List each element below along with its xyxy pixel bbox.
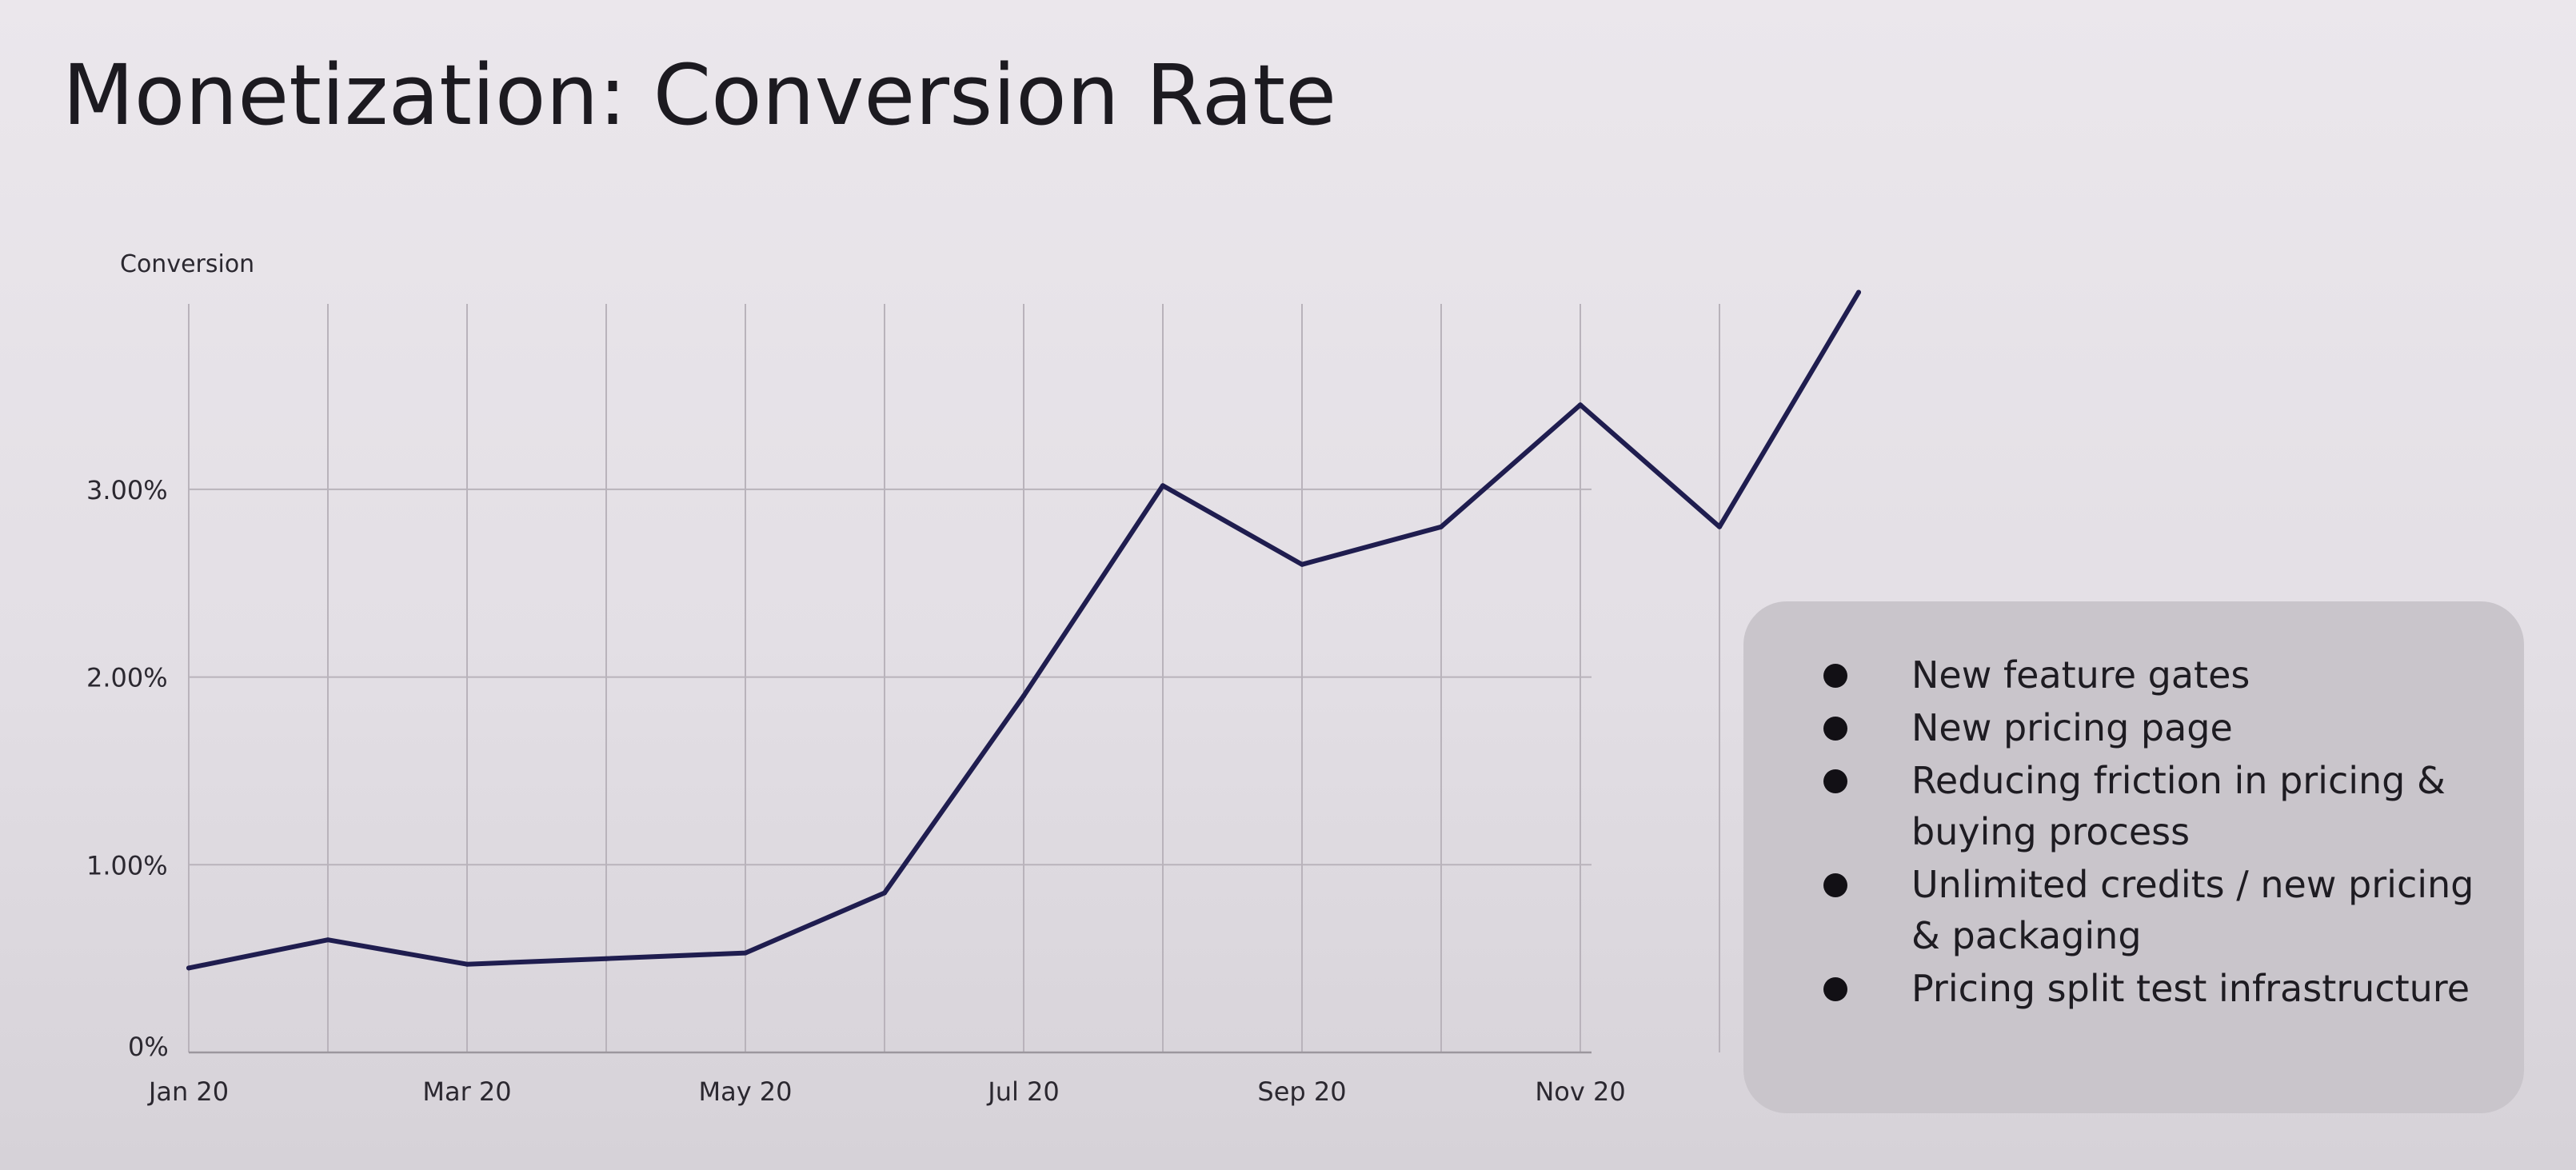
y-tick-label: 0%	[128, 1032, 169, 1062]
initiative-text: Pricing split test infrastructure	[1911, 967, 2470, 1010]
slide-title: Monetization: Conversion Rate	[62, 46, 1337, 144]
initiatives-list: New feature gates New pricing page Reducin…	[1823, 649, 2476, 1014]
data-point	[743, 950, 748, 956]
data-point	[1717, 524, 1722, 529]
data-point	[465, 961, 469, 967]
initiative-item: New pricing page	[1823, 702, 2476, 753]
bullet-icon	[1823, 873, 1847, 897]
bullet-icon	[1823, 717, 1847, 741]
y-tick-label: 3.00%	[86, 475, 168, 505]
initiative-text: New pricing page	[1911, 706, 2233, 749]
initiative-item: Reducing friction in pricing & buying pr…	[1823, 755, 2476, 857]
bullet-icon	[1823, 769, 1847, 793]
y-axis-label: Conversion	[120, 250, 254, 278]
data-point	[1578, 402, 1583, 408]
data-point	[186, 965, 191, 971]
initiative-text: New feature gates	[1911, 653, 2251, 697]
initiative-item: Unlimited credits / new pricing & packag…	[1823, 859, 2476, 961]
data-point	[1439, 524, 1444, 529]
data-point	[604, 956, 609, 961]
chart-series	[186, 290, 1861, 971]
x-tick-label: Jan 20	[147, 1076, 229, 1107]
x-tick-label: Nov 20	[1535, 1076, 1625, 1107]
chart-labels: Conversion 0% 1.00% 2.00% 3.00% Jan 20 Mar 20…	[86, 250, 1899, 1107]
y-tick-label: 2.00%	[86, 663, 168, 693]
x-tick-label: Jul 20	[986, 1076, 1060, 1107]
initiatives-box: New feature gates New pricing page Reducin…	[1743, 601, 2524, 1113]
initiative-item: New feature gates	[1823, 649, 2476, 701]
initiative-text: Reducing friction in pricing & buying pr…	[1911, 759, 2446, 853]
initiative-item: Pricing split test infrastructure	[1823, 963, 2476, 1014]
x-tick-label: Sep 20	[1257, 1076, 1346, 1107]
y-tick-label: 1.00%	[86, 850, 168, 880]
initiative-text: Unlimited credits / new pricing & packag…	[1911, 863, 2474, 957]
bullet-icon	[1823, 977, 1847, 1001]
data-point	[325, 937, 330, 943]
chart-grid	[188, 304, 1720, 1054]
data-point	[1160, 483, 1165, 489]
data-point	[1300, 561, 1304, 567]
data-point	[1856, 290, 1861, 295]
data-point	[882, 890, 887, 896]
bullet-icon	[1823, 664, 1847, 688]
data-point	[1021, 693, 1026, 699]
x-tick-label: May 20	[698, 1076, 792, 1107]
x-tick-label: Mar 20	[422, 1076, 511, 1107]
